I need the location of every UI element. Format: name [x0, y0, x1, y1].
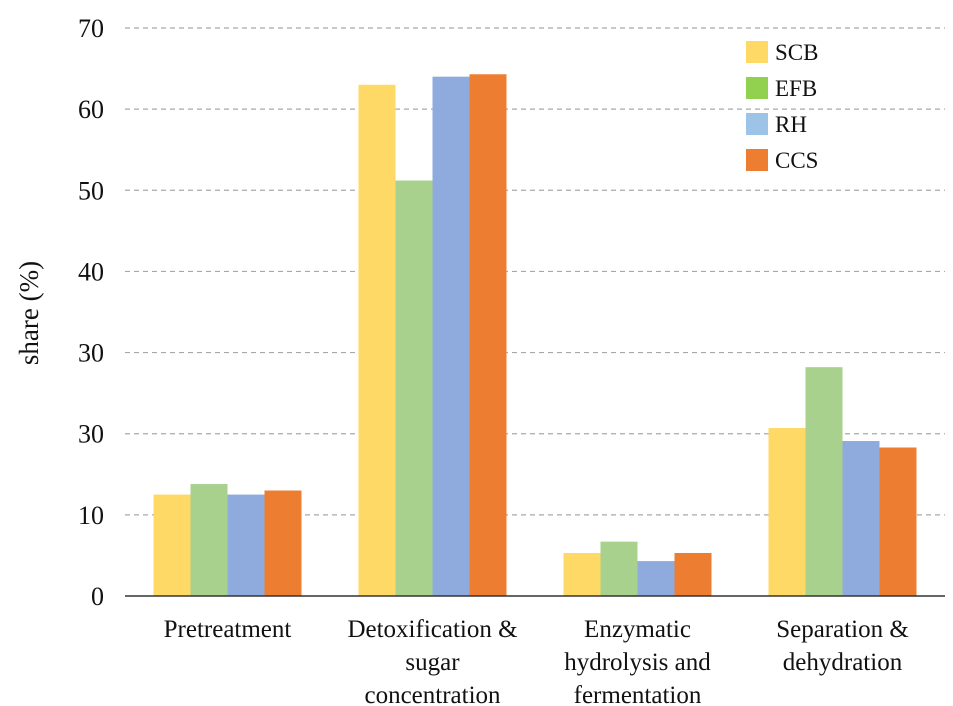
category-label: Detoxification & — [347, 616, 517, 643]
y-tick-label: 30 — [78, 339, 104, 368]
y-tick-label: 60 — [78, 95, 104, 124]
legend-swatch — [746, 149, 768, 171]
legend-label: EFB — [775, 76, 817, 101]
y-tick-labels: 0 10 30 30 40 50 60 70 — [78, 14, 104, 611]
category-label: Separation & — [776, 616, 909, 643]
y-tick-label: 50 — [78, 176, 104, 205]
y-tick-label: 40 — [78, 257, 104, 286]
bar-ccs — [674, 552, 712, 596]
legend: SCB EFB RH CCS — [746, 40, 818, 173]
bar-scb — [358, 84, 396, 597]
bar-scb — [153, 494, 191, 596]
category-label: hydrolysis and — [564, 649, 711, 676]
category-labels: Pretreatment Detoxification & sugar concent… — [164, 616, 909, 706]
bar-ccs — [879, 447, 917, 596]
bar-ccs — [469, 74, 507, 597]
bar-efb — [805, 367, 843, 596]
bar-scb — [768, 428, 806, 596]
y-tick-label: 0 — [91, 582, 104, 611]
category-label: Enzymatic — [584, 616, 691, 643]
legend-swatch — [746, 113, 768, 135]
category-label: dehydration — [783, 649, 903, 676]
legend-label: RH — [775, 112, 807, 137]
bar-efb — [600, 541, 638, 596]
bar-ccs — [264, 490, 302, 596]
legend-swatch — [746, 41, 768, 63]
legend-label: SCB — [775, 40, 818, 65]
category-label: concentration — [364, 682, 501, 706]
legend-swatch — [746, 77, 768, 99]
gridlines — [125, 27, 945, 516]
bar-rh — [637, 561, 675, 596]
bar-rh — [842, 441, 880, 596]
category-label: sugar — [405, 649, 460, 676]
bars — [153, 74, 917, 597]
category-label: fermentation — [574, 682, 702, 706]
bar-efb — [190, 484, 228, 596]
bar-efb — [395, 180, 433, 596]
bar-rh — [432, 76, 470, 596]
y-tick-label: 70 — [78, 14, 104, 43]
category-label: Pretreatment — [164, 616, 292, 643]
y-axis-label: share (%) — [14, 261, 44, 365]
bar-rh — [227, 494, 265, 596]
y-tick-label: 10 — [78, 501, 104, 530]
legend-label: CCS — [775, 148, 818, 173]
bar-scb — [563, 552, 601, 596]
y-tick-label: 30 — [78, 420, 104, 449]
